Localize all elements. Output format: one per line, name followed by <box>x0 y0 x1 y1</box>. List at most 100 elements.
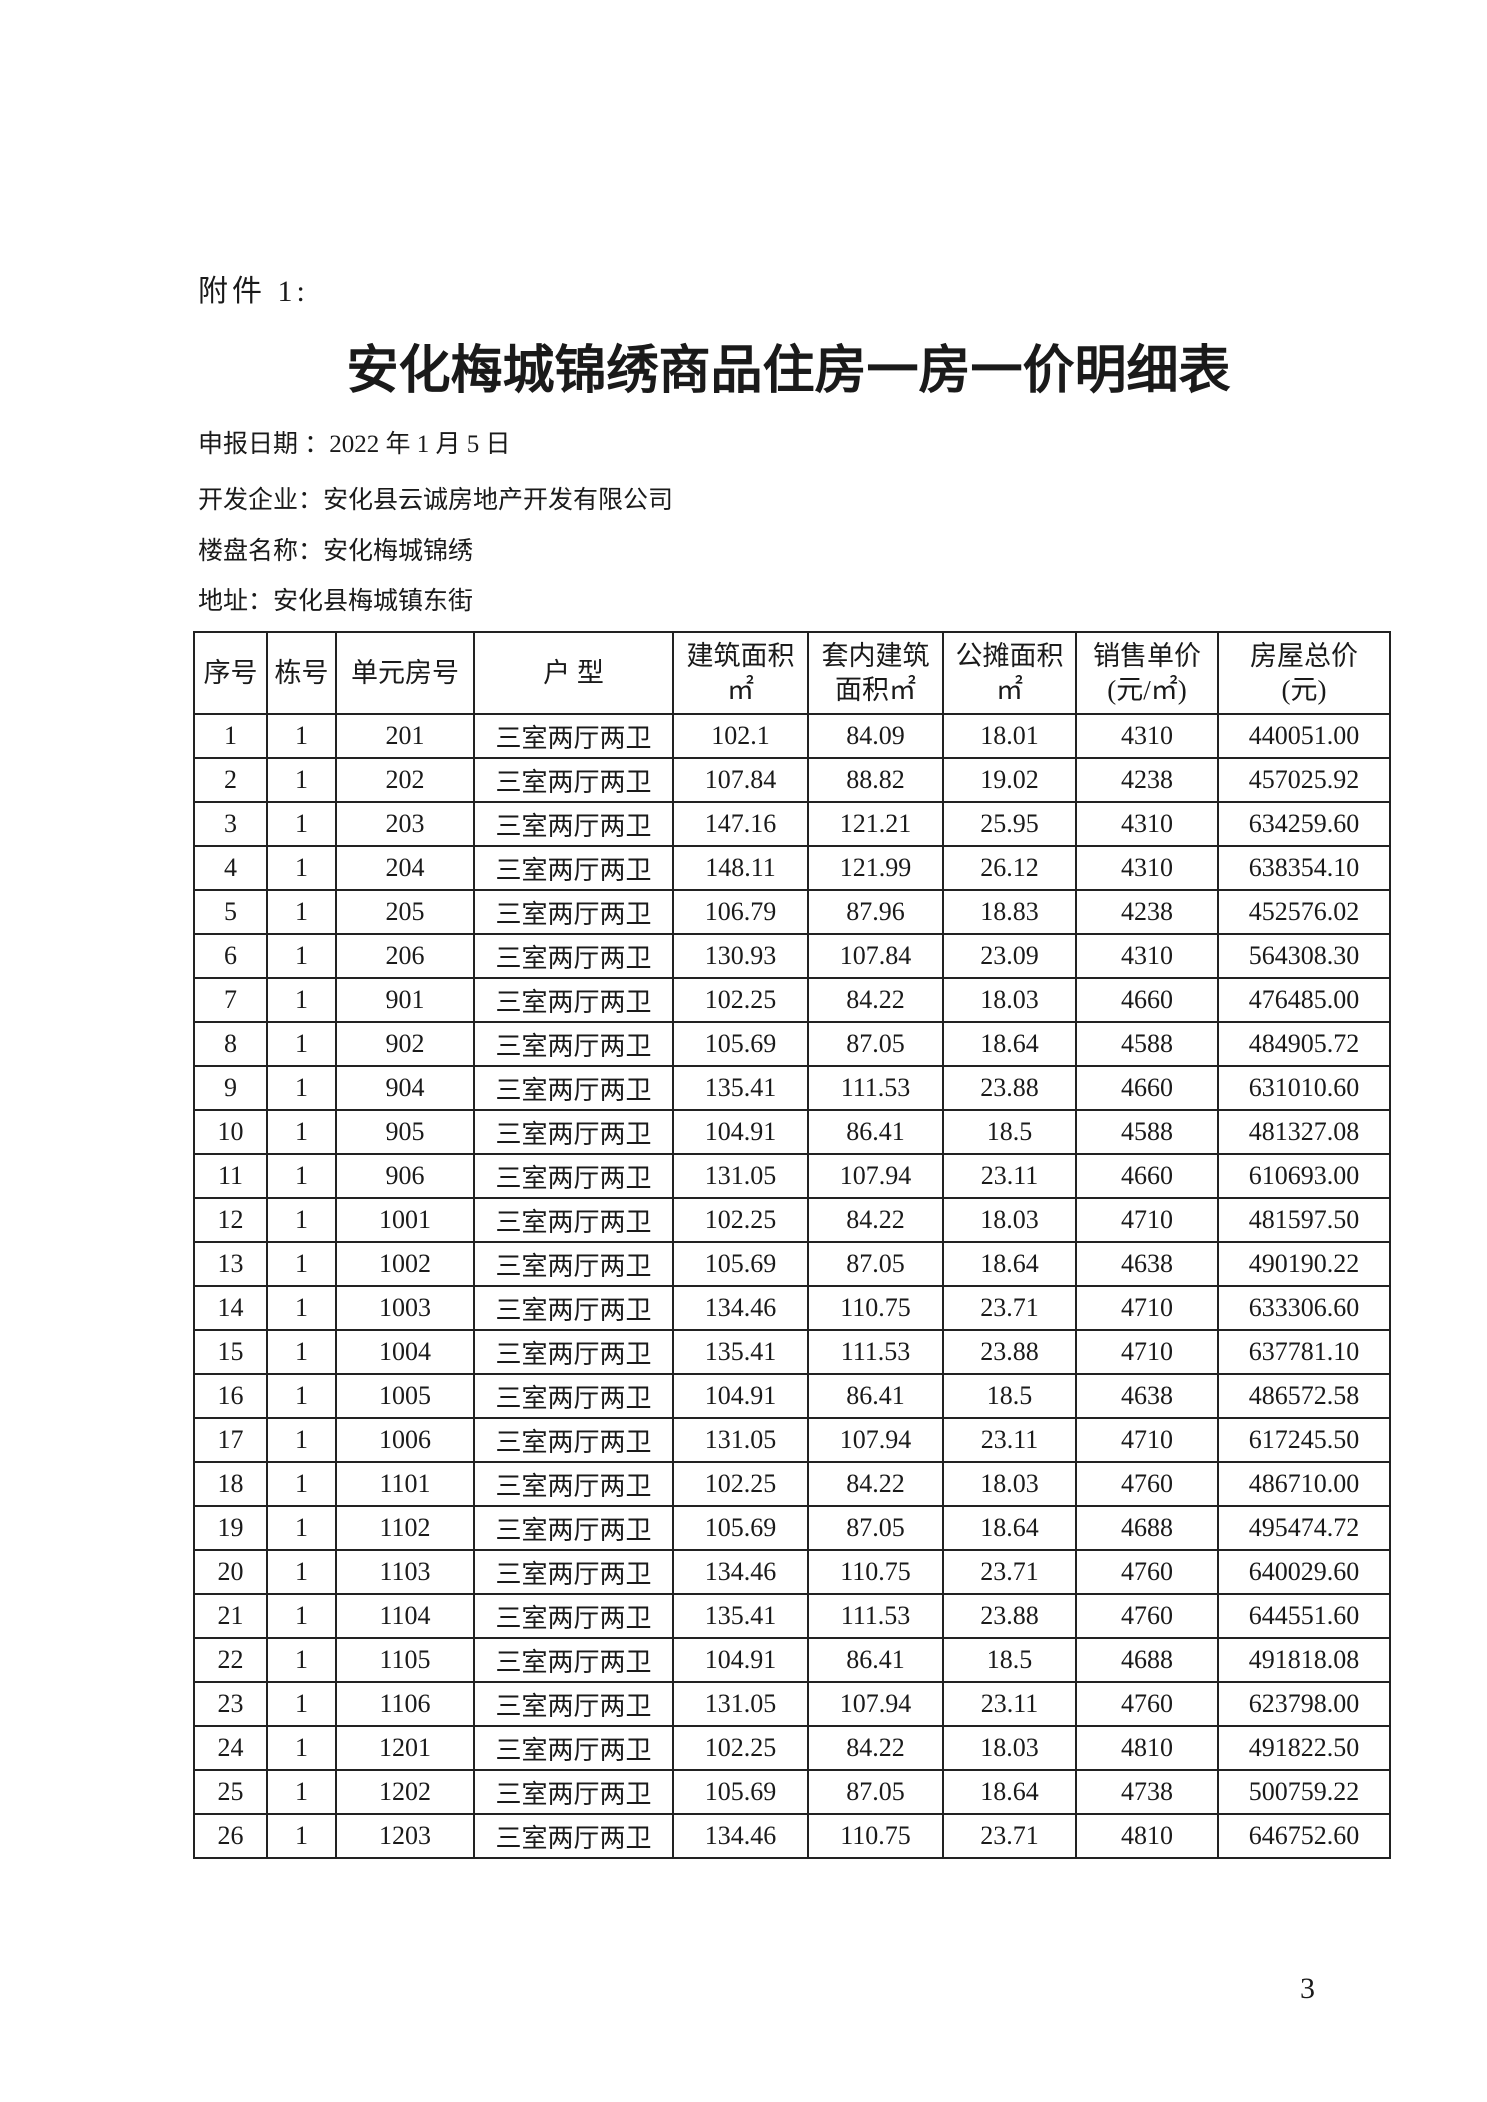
table-cell: 102.25 <box>672 977 809 1023</box>
table-cell: 18.03 <box>942 1197 1077 1243</box>
table-cell: 646752.60 <box>1217 1813 1391 1859</box>
table-cell: 1 <box>266 1417 337 1463</box>
table-cell: 1002 <box>335 1241 475 1287</box>
table-cell: 634259.60 <box>1217 801 1391 847</box>
table-cell: 147.16 <box>672 801 809 847</box>
table-cell: 10 <box>193 1109 268 1155</box>
table-row: 23 1 1106 三室两厅两卫 131.05 107.94 23.11 4760 623798… <box>193 1681 1391 1727</box>
table-cell: 106.79 <box>672 889 809 935</box>
table-cell: 4810 <box>1075 1725 1219 1771</box>
table-cell: 204 <box>335 845 475 891</box>
table-cell: 18.01 <box>942 713 1077 759</box>
table-cell: 三室两厅两卫 <box>473 1813 674 1859</box>
table-cell: 1 <box>266 1549 337 1595</box>
table-row: 7 1 901 三室两厅两卫 102.25 84.22 18.03 4660 476485.00 <box>193 977 1391 1023</box>
table-cell: 三室两厅两卫 <box>473 1769 674 1815</box>
table-cell: 110.75 <box>807 1813 944 1859</box>
table-cell: 三室两厅两卫 <box>473 1153 674 1199</box>
table-cell: 495474.72 <box>1217 1505 1391 1551</box>
table-cell: 三室两厅两卫 <box>473 977 674 1023</box>
table-cell: 1 <box>266 1065 337 1111</box>
table-cell: 205 <box>335 889 475 935</box>
table-cell: 1003 <box>335 1285 475 1331</box>
table-cell: 4810 <box>1075 1813 1219 1859</box>
table-cell: 7 <box>193 977 268 1023</box>
table-cell: 130.93 <box>672 933 809 979</box>
table-cell: 1 <box>266 889 337 935</box>
table-cell: 3 <box>193 801 268 847</box>
table-cell: 4710 <box>1075 1329 1219 1375</box>
table-cell: 18.03 <box>942 1461 1077 1507</box>
page-number: 3 <box>1300 1972 1315 2005</box>
table-cell: 1 <box>266 1021 337 1067</box>
table-cell: 633306.60 <box>1217 1285 1391 1331</box>
table-row: 19 1 1102 三室两厅两卫 105.69 87.05 18.64 4688 495474.… <box>193 1505 1391 1551</box>
table-cell: 1006 <box>335 1417 475 1463</box>
table-cell: 1201 <box>335 1725 475 1771</box>
table-cell: 111.53 <box>807 1593 944 1639</box>
table-cell: 105.69 <box>672 1021 809 1067</box>
table-cell: 18.64 <box>942 1769 1077 1815</box>
table-cell: 87.05 <box>807 1505 944 1551</box>
table-cell: 4760 <box>1075 1593 1219 1639</box>
column-header-line: (元/㎡) <box>1107 675 1187 705</box>
column-header-line: 面积㎡ <box>835 675 916 705</box>
table-cell: 18.5 <box>942 1373 1077 1419</box>
table-cell: 102.25 <box>672 1197 809 1243</box>
table-cell: 1 <box>266 1329 337 1375</box>
table-cell: 610693.00 <box>1217 1153 1391 1199</box>
table-cell: 1 <box>266 1197 337 1243</box>
table-row: 10 1 905 三室两厅两卫 104.91 86.41 18.5 4588 481327.08 <box>193 1109 1391 1155</box>
table-cell: 640029.60 <box>1217 1549 1391 1595</box>
attachment-label: 附件 1: <box>198 275 309 308</box>
table-cell: 25 <box>193 1769 268 1815</box>
table-cell: 23.11 <box>942 1153 1077 1199</box>
table-cell: 111.53 <box>807 1329 944 1375</box>
column-header-line: 建筑面积 <box>686 641 795 671</box>
project-name: 楼盘名称：安化梅城锦绣 <box>198 538 474 565</box>
table-cell: 18 <box>193 1461 268 1507</box>
table-cell: 110.75 <box>807 1285 944 1331</box>
table-cell: 4238 <box>1075 889 1219 935</box>
table-cell: 1 <box>266 1725 337 1771</box>
table-cell: 4238 <box>1075 757 1219 803</box>
table-row: 5 1 205 三室两厅两卫 106.79 87.96 18.83 4238 452576.02 <box>193 889 1391 935</box>
table-cell: 23 <box>193 1681 268 1727</box>
table-cell: 134.46 <box>672 1549 809 1595</box>
table-cell: 107.94 <box>807 1417 944 1463</box>
table-cell: 4660 <box>1075 1065 1219 1111</box>
table-cell: 1 <box>266 1285 337 1331</box>
table-cell: 三室两厅两卫 <box>473 933 674 979</box>
table-cell: 1 <box>266 1769 337 1815</box>
table-cell: 25.95 <box>942 801 1077 847</box>
table-cell: 104.91 <box>672 1373 809 1419</box>
table-cell: 131.05 <box>672 1153 809 1199</box>
table-cell: 11 <box>193 1153 268 1199</box>
table-row: 11 1 906 三室两厅两卫 131.05 107.94 23.11 4660 610693.… <box>193 1153 1391 1199</box>
table-cell: 1 <box>266 933 337 979</box>
table-cell: 105.69 <box>672 1505 809 1551</box>
table-row: 20 1 1103 三室两厅两卫 134.46 110.75 23.71 4760 640029… <box>193 1549 1391 1595</box>
table-cell: 4738 <box>1075 1769 1219 1815</box>
table-cell: 4760 <box>1075 1681 1219 1727</box>
table-cell: 23.88 <box>942 1329 1077 1375</box>
table-cell: 121.21 <box>807 801 944 847</box>
table-cell: 1004 <box>335 1329 475 1375</box>
table-row: 25 1 1202 三室两厅两卫 105.69 87.05 18.64 4738 500759.… <box>193 1769 1391 1815</box>
table-cell: 637781.10 <box>1217 1329 1391 1375</box>
table-row: 8 1 902 三室两厅两卫 105.69 87.05 18.64 4588 484905.72 <box>193 1021 1391 1067</box>
table-cell: 107.84 <box>807 933 944 979</box>
table-cell: 4588 <box>1075 1109 1219 1155</box>
table-cell: 三室两厅两卫 <box>473 1373 674 1419</box>
table-cell: 三室两厅两卫 <box>473 1681 674 1727</box>
table-cell: 84.22 <box>807 1725 944 1771</box>
table-cell: 1 <box>266 977 337 1023</box>
table-cell: 14 <box>193 1285 268 1331</box>
table-cell: 86.41 <box>807 1373 944 1419</box>
table-cell: 4310 <box>1075 845 1219 891</box>
table-cell: 440051.00 <box>1217 713 1391 759</box>
table-cell: 206 <box>335 933 475 979</box>
table-row: 17 1 1006 三室两厅两卫 131.05 107.94 23.11 4710 617245… <box>193 1417 1391 1463</box>
table-cell: 15 <box>193 1329 268 1375</box>
table-cell: 18.64 <box>942 1241 1077 1287</box>
